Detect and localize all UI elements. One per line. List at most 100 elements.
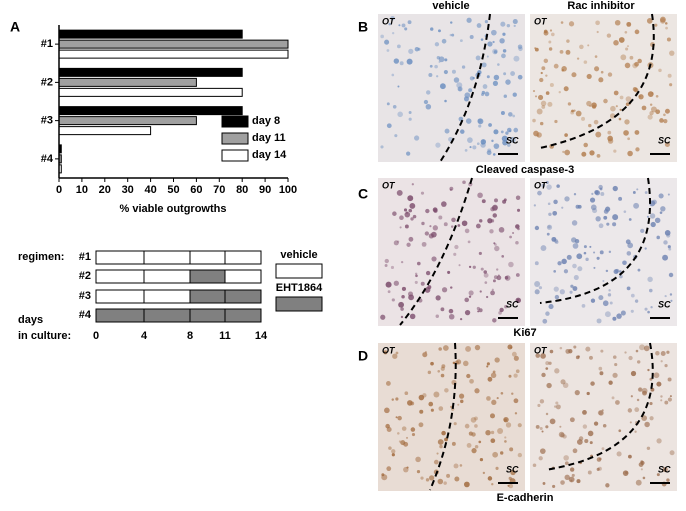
cell bbox=[569, 290, 573, 294]
cell bbox=[420, 191, 425, 195]
cell bbox=[615, 105, 618, 108]
cell bbox=[594, 66, 600, 72]
cell bbox=[629, 55, 634, 60]
cell bbox=[638, 462, 644, 467]
cell bbox=[636, 360, 641, 364]
cell bbox=[431, 256, 437, 262]
cell bbox=[406, 151, 411, 156]
cell bbox=[656, 438, 662, 444]
x-tick-label: 20 bbox=[99, 184, 111, 196]
cell bbox=[476, 23, 482, 28]
cell bbox=[468, 88, 473, 93]
tissue-label: SC bbox=[506, 464, 519, 474]
cell bbox=[572, 263, 577, 269]
cell bbox=[517, 452, 522, 458]
cell bbox=[493, 242, 496, 245]
cell bbox=[634, 130, 640, 135]
cell bbox=[539, 121, 544, 126]
bar bbox=[58, 67, 243, 77]
cell bbox=[624, 351, 627, 354]
cell bbox=[507, 344, 513, 350]
cell bbox=[459, 39, 463, 43]
cell bbox=[658, 68, 662, 73]
cell bbox=[478, 124, 482, 128]
cell bbox=[563, 455, 569, 461]
cell bbox=[428, 401, 434, 407]
cell bbox=[469, 378, 474, 384]
day: 8 bbox=[187, 330, 193, 342]
cell bbox=[408, 208, 413, 213]
cell bbox=[548, 212, 552, 217]
cell bbox=[512, 114, 516, 118]
cell bbox=[589, 441, 593, 445]
cell bbox=[409, 313, 416, 320]
cell bbox=[392, 211, 397, 216]
cell bbox=[609, 301, 613, 305]
cell bbox=[423, 99, 429, 105]
cell bbox=[515, 195, 521, 201]
cell bbox=[563, 269, 569, 274]
cell bbox=[613, 149, 617, 153]
cell bbox=[449, 188, 452, 191]
boundary bbox=[544, 342, 654, 471]
cell bbox=[465, 345, 472, 352]
cell bbox=[504, 440, 507, 443]
cell bbox=[623, 210, 627, 213]
cell bbox=[665, 26, 668, 30]
cell bbox=[451, 33, 455, 37]
cell bbox=[607, 72, 613, 77]
cell bbox=[513, 55, 520, 62]
legend-swatch bbox=[221, 115, 249, 128]
cell bbox=[489, 229, 494, 234]
y-tick-label: #3 bbox=[41, 115, 53, 127]
cell bbox=[392, 353, 398, 359]
cell bbox=[412, 214, 417, 219]
cell bbox=[605, 206, 611, 212]
cell bbox=[566, 39, 570, 43]
cell bbox=[408, 48, 414, 54]
cell bbox=[628, 454, 632, 459]
cell bbox=[637, 387, 643, 392]
cell bbox=[593, 251, 596, 254]
cell bbox=[583, 60, 588, 64]
cell bbox=[457, 86, 463, 92]
cell bbox=[406, 58, 413, 65]
cell bbox=[589, 245, 592, 248]
cell bbox=[630, 395, 633, 398]
cell bbox=[428, 72, 433, 77]
schedule-cell bbox=[95, 250, 145, 265]
cell bbox=[425, 90, 431, 95]
cell bbox=[664, 108, 670, 114]
cell bbox=[620, 310, 626, 316]
cell bbox=[401, 23, 406, 28]
cell bbox=[425, 104, 432, 110]
cell bbox=[535, 353, 541, 358]
regimen-row: #4 bbox=[79, 309, 92, 321]
tissue-label: SC bbox=[506, 135, 519, 145]
cell bbox=[547, 225, 551, 229]
cell bbox=[400, 260, 404, 264]
cell bbox=[604, 311, 611, 318]
cell bbox=[532, 118, 536, 123]
schedule-cell bbox=[143, 250, 191, 265]
x-tick-label: 90 bbox=[259, 184, 271, 196]
cell bbox=[635, 479, 642, 486]
day: 14 bbox=[255, 330, 268, 342]
cell bbox=[486, 75, 490, 79]
cell bbox=[404, 224, 409, 229]
cell bbox=[436, 55, 441, 60]
x-tick-label: 80 bbox=[236, 184, 248, 196]
cell bbox=[397, 432, 400, 435]
cell bbox=[534, 289, 540, 295]
cell bbox=[589, 197, 596, 203]
cell bbox=[626, 286, 631, 291]
cell bbox=[407, 291, 414, 297]
cell bbox=[502, 199, 507, 204]
cell bbox=[613, 90, 619, 96]
cell bbox=[396, 240, 400, 243]
cell bbox=[438, 406, 444, 411]
cell bbox=[491, 399, 497, 405]
cell bbox=[430, 27, 434, 31]
cell bbox=[627, 137, 630, 141]
cell bbox=[552, 484, 556, 488]
